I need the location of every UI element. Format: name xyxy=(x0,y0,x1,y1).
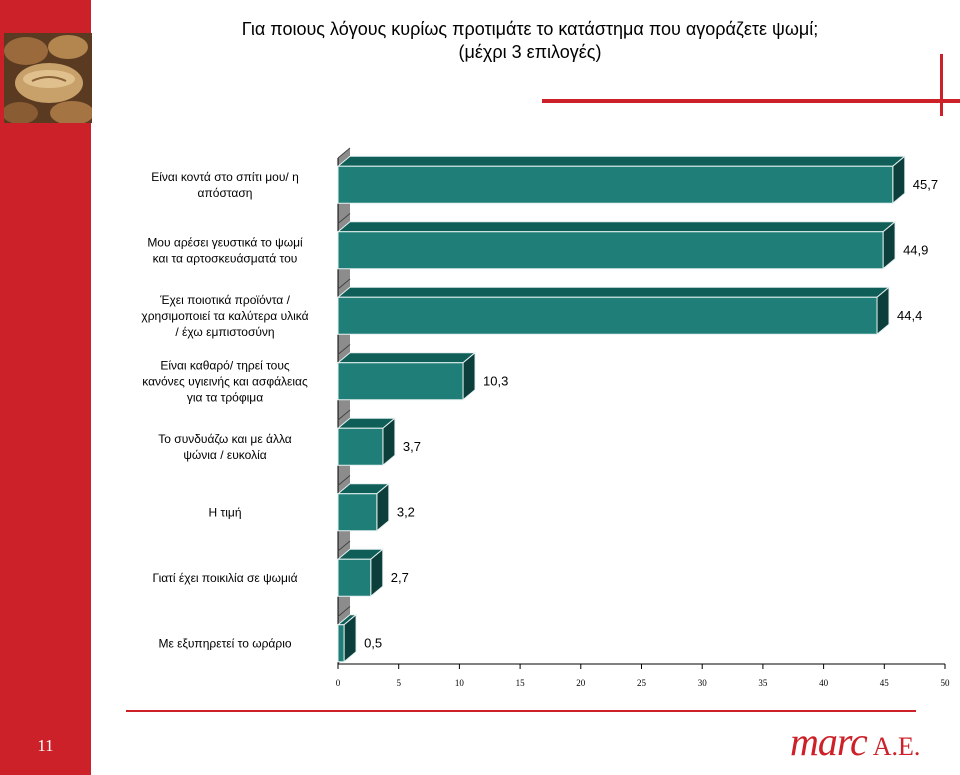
bread-image xyxy=(4,33,92,123)
chart-labels: 45,7 Είναι κοντά στο σπίτι μου/ η απόσταση… xyxy=(141,170,938,651)
x-tick-label: 50 xyxy=(941,678,951,688)
category-label: Με εξυπηρετεί το ωράριο xyxy=(158,636,291,650)
x-tick-label: 45 xyxy=(880,678,890,688)
x-tick-label: 15 xyxy=(516,678,526,688)
title-line-1: Για ποιους λόγους κυρίως προτιμάτε το κα… xyxy=(241,19,819,39)
data-label: 3,7 xyxy=(403,439,421,454)
bar xyxy=(337,624,345,663)
wall-row-divider xyxy=(337,475,351,486)
wall-row-divider xyxy=(337,606,351,617)
bar xyxy=(337,362,464,401)
logo-brand: marc xyxy=(790,719,868,764)
category-label-line: κανόνες υγιεινής και ασφάλειας xyxy=(142,374,308,388)
wall-row-divider xyxy=(337,409,351,421)
chart-axis: 0 5 10 15 20 25 30 35 40 45 50 xyxy=(336,663,951,688)
category-label-line: και τα αρτοσκευάσματά του xyxy=(153,251,298,265)
wall-row-divider xyxy=(337,147,351,159)
category-label-line: Γιατί έχει ποικιλία σε ψωμιά xyxy=(152,571,297,585)
category-label: Είναι καθαρό/ τηρεί τους κανόνες υγιεινής… xyxy=(142,358,308,404)
data-label: 44,4 xyxy=(897,308,922,323)
title-line-2: (μέχρι 3 επιλογές) xyxy=(458,42,602,62)
bar-top-face xyxy=(336,286,891,298)
category-label-line: Έχει ποιοτικά προϊόντα / xyxy=(159,293,291,307)
bar-top-face xyxy=(336,221,897,233)
category-label: Έχει ποιοτικά προϊόντα / χρησιμοποιεί τα … xyxy=(141,293,308,339)
category-label: Το συνδυάζω και με άλλα ψώνια / ευκολία xyxy=(158,432,292,462)
bread-photo xyxy=(4,33,92,123)
bar-top-face xyxy=(336,352,477,364)
category-label-line: για τα τρόφιμα xyxy=(187,390,263,404)
bar xyxy=(337,231,884,270)
category-label-line: Μου αρέσει γευστικά το ψωμί xyxy=(147,235,303,249)
x-tick-label: 5 xyxy=(396,678,401,688)
x-tick-label: 25 xyxy=(637,678,647,688)
data-label: 2,7 xyxy=(391,570,409,585)
category-label-line: Το συνδυάζω και με άλλα xyxy=(158,432,292,446)
x-tick-label: 40 xyxy=(819,678,829,688)
category-label: Μου αρέσει γευστικά το ψωμί και τα αρτοσκ… xyxy=(147,235,303,265)
category-label: Είναι κοντά στο σπίτι μου/ η απόσταση xyxy=(151,170,299,200)
chart-side-wall xyxy=(338,148,350,664)
wall-row-divider xyxy=(337,344,351,355)
category-label-line: Είναι καθαρό/ τηρεί τους xyxy=(160,358,290,372)
category-label-line: / έχω εμπιστοσύνη xyxy=(175,325,274,339)
category-label: Γιατί έχει ποικιλία σε ψωμιά xyxy=(152,571,297,585)
data-label: 3,2 xyxy=(397,504,415,519)
slide-title: Για ποιους λόγους κυρίως προτιμάτε το κα… xyxy=(120,18,940,64)
x-tick-label: 30 xyxy=(698,678,708,688)
wall-row-divider xyxy=(337,213,351,224)
category-label-line: χρησιμοποιεί τα καλύτερα υλικά xyxy=(141,309,308,323)
category-label: Η τιμή xyxy=(209,505,242,519)
company-logo: marc A.E. xyxy=(790,718,921,764)
category-label-line: Είναι κοντά στο σπίτι μου/ η xyxy=(151,170,299,184)
decor-vertical-line xyxy=(940,54,943,116)
category-label-line: ψώνια / ευκολία xyxy=(183,448,266,462)
logo-suffix: A.E. xyxy=(872,732,921,761)
x-tick-label: 35 xyxy=(758,678,768,688)
category-label-line: Με εξυπηρετεί το ωράριο xyxy=(158,636,291,650)
data-label: 0,5 xyxy=(364,635,382,650)
bar-top-face xyxy=(336,155,907,167)
footer-line xyxy=(126,710,916,712)
x-tick-label: 10 xyxy=(455,678,465,688)
left-red-band xyxy=(0,0,91,775)
category-label-line: Η τιμή xyxy=(209,505,242,519)
data-label: 44,9 xyxy=(903,242,928,257)
page-number: 11 xyxy=(37,736,54,755)
bar xyxy=(337,427,384,466)
data-label: 10,3 xyxy=(483,373,508,388)
bar xyxy=(337,558,372,597)
decor-horizontal-line xyxy=(542,99,960,103)
chart-bars xyxy=(336,155,907,663)
bar xyxy=(337,296,878,335)
wall-row-divider xyxy=(337,540,351,552)
wall-row-divider xyxy=(337,278,351,290)
bar xyxy=(337,493,378,532)
category-label-line: απόσταση xyxy=(198,186,253,200)
x-tick-label: 0 xyxy=(336,678,341,688)
x-tick-label: 20 xyxy=(576,678,586,688)
bar xyxy=(337,165,894,204)
data-label: 45,7 xyxy=(913,177,938,192)
